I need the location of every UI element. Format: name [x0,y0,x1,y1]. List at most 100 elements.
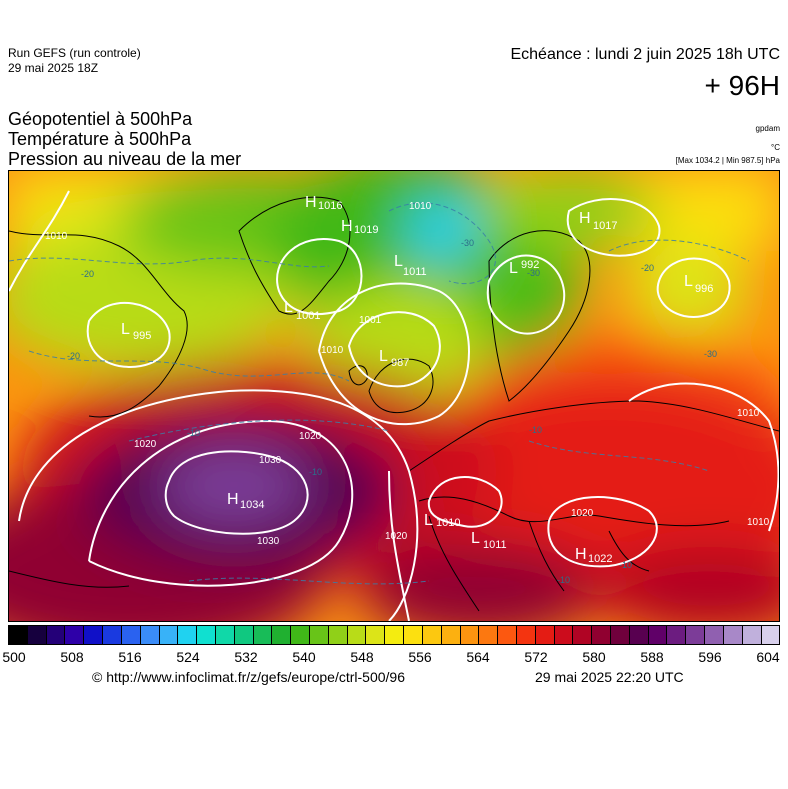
pressure-system: H 1034 [227,491,264,511]
colorbar-swatch [215,626,235,644]
temperature-label: -30 [704,349,717,359]
svg-text:L: L [284,299,293,316]
isobar-label: 1020 [299,431,322,442]
colorbar-swatch [385,626,405,644]
colorbar-tick-label: 588 [640,649,664,665]
colorbar-tick-label: 516 [118,649,142,665]
pressure-systems: H 1034 L 987 L 995 L 1001 H 1019 H 1016 [121,194,713,565]
parameter-geopotential: Géopotentiel à 500hPa [8,109,193,129]
colorbar-swatch [84,626,104,644]
temperature-label: -10 [187,428,200,438]
colorbar-tick-label: 548 [350,649,374,665]
colorbar-swatch [65,626,85,644]
colorbar-tick-label: 524 [176,649,200,665]
colorbar-tick-label: 564 [466,649,490,665]
colorbar-swatch [422,626,442,644]
svg-text:1019: 1019 [354,224,378,236]
unit-pressure-range: [Max 1034.2 | Min 987.5] hPa [675,156,780,165]
colorbar-swatch [27,626,47,644]
isobars [9,190,779,621]
colorbar-swatch [573,626,593,644]
svg-text:H: H [579,210,591,227]
colorbar-swatch [648,626,668,644]
temperature-label: -10 [309,467,322,477]
colorbar-swatch [121,626,141,644]
isobar-label: 1010 [409,201,432,212]
svg-text:1016: 1016 [318,200,342,212]
unit-geopotential: gpdam [755,124,780,133]
pressure-system: L 995 [121,321,151,342]
pressure-system: L 1001 [284,299,320,322]
colorbar-tick-label: 500 [2,649,26,665]
parameter-pressure: Pression au niveau de la mer [8,149,242,169]
colorbar-tick-label: 580 [582,649,606,665]
colorbar-tick-label: 556 [408,649,432,665]
colorbar-swatch [328,626,348,644]
pressure-system: H 1022 [575,546,612,565]
svg-text:L: L [684,273,693,290]
colorbar-swatch [761,626,780,644]
isobar-label: 1020 [134,439,157,450]
isobar-label: 1010 [737,408,760,419]
svg-text:L: L [394,253,403,270]
colorbar-swatch [667,626,687,644]
colorbar-swatch [535,626,555,644]
colorbar-swatch [742,626,762,644]
svg-text:1022: 1022 [588,553,612,565]
temperature-label: -10 [619,560,632,570]
colorbar-swatch [479,626,499,644]
temperature-label: -20 [67,351,80,361]
source-url: © http://www.infoclimat.fr/z/gefs/europe… [92,669,406,685]
colorbar-swatch [404,626,423,644]
svg-text:1017: 1017 [593,220,617,232]
isobar-label: 1030 [259,455,282,466]
colorbar-swatch [197,626,216,644]
colorbar-swatch [629,626,649,644]
colorbar-swatch [686,626,706,644]
run-date: 29 mai 2025 18Z [8,61,99,75]
temperature-label: -10 [529,425,542,435]
svg-text:1010: 1010 [436,517,460,529]
isobar-labels: 1030 1030 1020 1020 1020 1020 1010 1010 … [45,201,770,547]
colorbar-swatch [498,626,517,644]
svg-text:992: 992 [521,259,539,271]
isobar-label: 1020 [385,531,408,542]
temperature-label: -30 [527,268,540,278]
temperature-label: -20 [641,263,654,273]
colorbar-tick-label: 596 [698,649,722,665]
colorbar-tick-label: 540 [292,649,316,665]
colorbar-tick-label: 508 [60,649,84,665]
svg-text:995: 995 [133,330,151,342]
lead-time: + 96H [704,70,781,101]
svg-text:H: H [305,194,317,211]
colorbar-swatch [253,626,273,644]
run-name: Run GEFS (run controle) [8,46,141,60]
generated-time: 29 mai 2025 22:20 UTC [535,669,684,685]
colorbar-swatch [234,626,254,644]
isobar-label: 1010 [747,517,770,528]
colorbar-swatch [159,626,179,644]
svg-text:1001: 1001 [296,310,320,322]
pressure-system: L 992 [509,259,539,277]
parameter-temperature: Température à 500hPa [8,129,192,149]
svg-text:H: H [341,218,353,235]
colorbar [8,625,780,645]
isotherms [9,202,750,585]
isobar-label: 1030 [257,536,280,547]
svg-text:1034: 1034 [240,499,264,511]
colorbar-swatch [310,626,329,644]
colorbar-swatch [46,626,66,644]
weather-map: 1030 1030 1020 1020 1020 1020 1010 1010 … [8,170,780,622]
svg-text:996: 996 [695,283,713,295]
svg-text:L: L [379,348,388,365]
temperature-label: -10 [557,575,570,585]
colorbar-swatch [592,626,611,644]
pressure-system: L 1011 [394,253,427,278]
colorbar-swatch [554,626,574,644]
pressure-system: L 987 [379,348,409,369]
unit-temperature: °C [771,143,780,152]
colorbar-swatch [140,626,160,644]
svg-text:1011: 1011 [483,539,507,551]
valid-time: Echéance : lundi 2 juin 2025 18h UTC [510,46,780,63]
colorbar-swatch [441,626,461,644]
